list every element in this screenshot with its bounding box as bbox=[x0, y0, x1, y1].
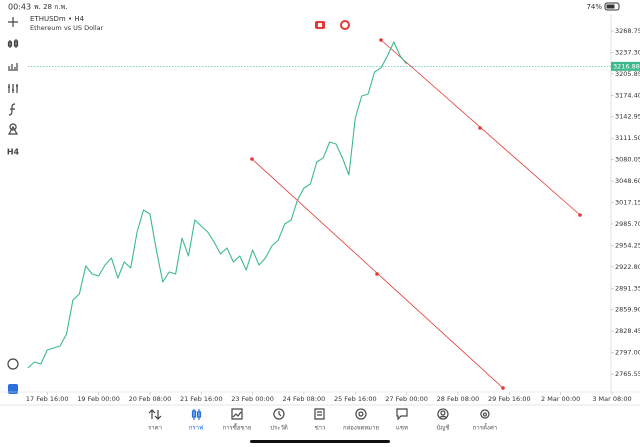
battery-level: 74% bbox=[586, 3, 602, 11]
trend-handle[interactable] bbox=[379, 38, 383, 42]
settings-tool[interactable] bbox=[8, 84, 18, 93]
y-tick-label: 2891.35 bbox=[615, 284, 640, 292]
function-tool[interactable] bbox=[8, 103, 16, 116]
y-tick-label: 2765.55 bbox=[615, 370, 640, 378]
tab-icon bbox=[314, 408, 325, 420]
tab-label[interactable]: แชท bbox=[396, 425, 408, 432]
y-tick-label: 3111.50 bbox=[615, 134, 640, 142]
last-price-label: 3216.88 bbox=[613, 62, 640, 70]
tab-icon bbox=[191, 409, 202, 420]
tab-label[interactable]: บัญชี bbox=[437, 424, 450, 432]
y-tick-label: 3048.60 bbox=[615, 177, 640, 185]
x-tick-label: 25 Feb 16:00 bbox=[334, 395, 377, 403]
y-tick-label: 2797.00 bbox=[615, 349, 640, 357]
y-tick-label: 3080.05 bbox=[615, 156, 640, 164]
trend-handle[interactable] bbox=[250, 157, 254, 161]
battery-icon bbox=[604, 2, 620, 11]
objects-tool[interactable] bbox=[7, 123, 19, 135]
y-tick-label: 3237.30 bbox=[615, 48, 640, 56]
x-tick-label: 27 Feb 00:00 bbox=[385, 395, 428, 403]
tab-label[interactable]: กล่องจดหมาย bbox=[343, 425, 379, 432]
x-tick-label: 28 Feb 08:00 bbox=[437, 395, 480, 403]
x-tick-label: 3 Mar 08:00 bbox=[592, 395, 631, 403]
speed-icon[interactable] bbox=[7, 358, 19, 370]
home-indicator bbox=[250, 440, 390, 443]
trend-handle[interactable] bbox=[375, 272, 379, 276]
tab-icon bbox=[480, 409, 490, 419]
indicators-tool[interactable] bbox=[8, 63, 18, 71]
tab-label[interactable]: การตั้งค่า bbox=[473, 422, 497, 432]
tab-icon bbox=[231, 408, 243, 420]
y-tick-label: 3268.75 bbox=[615, 27, 640, 35]
price-line bbox=[27, 41, 408, 369]
chart-type-tool[interactable] bbox=[7, 39, 19, 48]
symbol-title: ETHUSDm • H4 bbox=[30, 15, 85, 23]
x-tick-label: 19 Feb 00:00 bbox=[77, 395, 120, 403]
y-tick-label: 2922.80 bbox=[615, 263, 640, 271]
tab-label[interactable]: ราคา bbox=[148, 425, 162, 432]
app-icon[interactable] bbox=[8, 384, 18, 394]
y-tick-label: 3205.85 bbox=[615, 70, 640, 78]
battery-fill bbox=[606, 4, 615, 9]
tab-label[interactable]: กราฟ bbox=[189, 425, 203, 432]
x-tick-label: 23 Feb 00:00 bbox=[231, 395, 274, 403]
y-tick-label: 3017.15 bbox=[615, 199, 640, 207]
tab-icon bbox=[273, 408, 285, 420]
trend-handle[interactable] bbox=[478, 126, 482, 130]
tab-icon bbox=[355, 408, 367, 420]
tab-label[interactable]: การซื้อขาย bbox=[223, 422, 252, 432]
tab-label[interactable]: ข่าว bbox=[315, 425, 326, 432]
y-tick-label: 3174.40 bbox=[615, 91, 640, 99]
y-tick-label: 3142.95 bbox=[615, 113, 640, 121]
oneclick-button[interactable] bbox=[340, 20, 350, 30]
y-tick-label: 2985.70 bbox=[615, 220, 640, 228]
trend-handle[interactable] bbox=[501, 386, 505, 390]
x-tick-label: 21 Feb 16:00 bbox=[180, 395, 223, 403]
status-time: 00:43 bbox=[8, 3, 31, 12]
status-date: พ. 28 ก.พ. bbox=[34, 3, 68, 11]
x-tick-label: 20 Feb 08:00 bbox=[129, 395, 172, 403]
x-tick-label: 29 Feb 16:00 bbox=[488, 395, 531, 403]
tab-label[interactable]: ประวัติ bbox=[270, 425, 288, 432]
tab-icon bbox=[396, 408, 408, 421]
trend-handle[interactable] bbox=[578, 213, 582, 217]
y-tick-label: 2954.25 bbox=[615, 241, 640, 249]
y-tick-label: 2859.90 bbox=[615, 306, 640, 314]
tab-bar: ราคา กราฟ การซื้อขาย ประวัติ ข่าว กล่องจ… bbox=[148, 408, 497, 432]
trade-button-mark bbox=[318, 23, 322, 27]
tab-icon bbox=[437, 408, 449, 420]
crosshair-tool[interactable] bbox=[8, 17, 18, 27]
chart: 3268.75 3237.30 3205.85 3174.40 3142.95 3111.… bbox=[26, 27, 640, 403]
left-toolbar: H4 bbox=[7, 17, 20, 394]
timeframe-button[interactable]: H4 bbox=[7, 148, 20, 157]
x-tick-label: 24 Feb 08:00 bbox=[283, 395, 326, 403]
x-tick-label: 17 Feb 16:00 bbox=[26, 395, 69, 403]
y-tick-label: 2828.45 bbox=[615, 327, 640, 335]
trend-lines bbox=[250, 38, 582, 390]
x-tick-label: 2 Mar 00:00 bbox=[541, 395, 580, 403]
symbol-subtitle: Ethereum vs US Dollar bbox=[30, 24, 104, 32]
tab-icon bbox=[148, 409, 162, 420]
last-price-tag bbox=[611, 61, 640, 71]
